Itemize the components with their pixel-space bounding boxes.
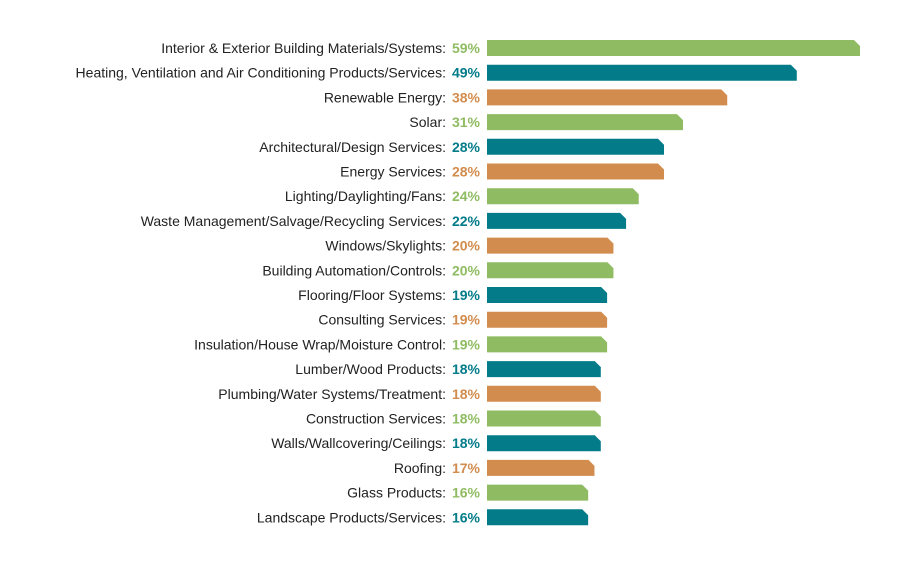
category-label: Plumbing/Water Systems/Treatment:	[218, 386, 446, 402]
bar	[487, 410, 601, 427]
bar	[487, 336, 608, 353]
category-label: Lighting/Daylighting/Fans:	[285, 188, 446, 204]
bar	[487, 163, 665, 180]
category-label: Walls/Wallcovering/Ceilings:	[271, 435, 446, 451]
bar	[487, 138, 665, 155]
category-label: Waste Management/Salvage/Recycling Servi…	[141, 213, 446, 229]
bar-value-label: 18%	[452, 435, 481, 451]
bar-value-label: 28%	[452, 139, 481, 155]
bar-value-label: 22%	[452, 213, 481, 229]
bar	[487, 188, 639, 205]
bar-value-label: 19%	[452, 336, 481, 352]
bar	[487, 212, 627, 229]
bar-value-label: 18%	[452, 361, 481, 377]
bar-value-label: 19%	[452, 287, 481, 303]
category-label: Renewable Energy:	[324, 89, 446, 105]
bar	[487, 484, 589, 501]
category-label: Energy Services:	[340, 164, 446, 180]
bar	[487, 361, 601, 378]
bar-value-label: 19%	[452, 312, 481, 328]
category-label: Landscape Products/Services:	[257, 509, 446, 525]
bar-value-label: 16%	[452, 509, 481, 525]
bar-value-label: 49%	[452, 65, 481, 81]
category-label: Consulting Services:	[318, 312, 446, 328]
bar	[487, 287, 608, 303]
bar-value-label: 16%	[452, 485, 481, 501]
bar	[487, 509, 589, 526]
bar	[487, 64, 797, 81]
bar	[487, 262, 614, 279]
bar-value-label: 20%	[452, 238, 481, 254]
bar	[487, 40, 860, 56]
category-label: Roofing:	[394, 460, 446, 476]
category-label: Construction Services:	[306, 411, 446, 427]
bar	[487, 89, 728, 106]
bar-value-label: 24%	[452, 188, 481, 204]
category-label: Lumber/Wood Products:	[295, 361, 446, 377]
bar-value-label: 18%	[452, 386, 481, 402]
bar-value-label: 18%	[452, 411, 481, 427]
bar	[487, 459, 595, 476]
category-label: Windows/Skylights:	[325, 238, 446, 254]
category-label: Insulation/House Wrap/Moisture Control:	[194, 336, 446, 352]
bar-value-label: 31%	[452, 114, 481, 130]
bar	[487, 237, 614, 254]
category-label: Architectural/Design Services:	[259, 139, 446, 155]
category-label: Interior & Exterior Building Materials/S…	[161, 40, 446, 56]
category-label: Heating, Ventilation and Air Conditionin…	[76, 65, 446, 81]
bar	[487, 311, 608, 328]
bar	[487, 385, 601, 402]
bar-value-label: 59%	[452, 40, 481, 56]
category-label: Building Automation/Controls:	[262, 262, 446, 278]
bar-value-label: 17%	[452, 460, 481, 476]
bar-value-label: 20%	[452, 262, 481, 278]
category-label: Solar:	[409, 114, 446, 130]
category-label: Flooring/Floor Systems:	[298, 287, 446, 303]
category-label: Glass Products:	[347, 485, 446, 501]
bar	[487, 114, 683, 131]
bar-value-label: 38%	[452, 89, 481, 105]
bar	[487, 435, 601, 452]
bar-value-label: 28%	[452, 164, 481, 180]
